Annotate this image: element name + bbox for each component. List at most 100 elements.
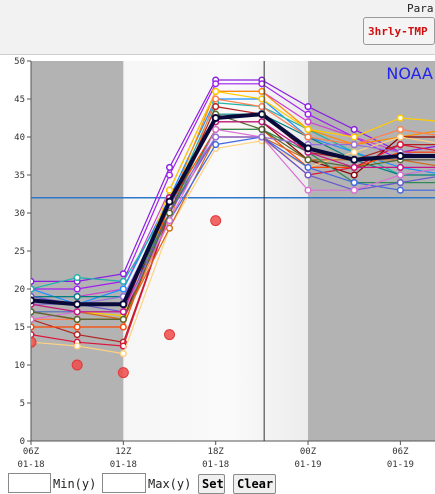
- member-point: [350, 148, 358, 156]
- x-tick-date-label: 01-19: [387, 460, 414, 470]
- member-point: [304, 156, 312, 164]
- member-point: [212, 80, 220, 88]
- observed-point: [164, 329, 176, 341]
- observed-point: [117, 367, 129, 379]
- member-point: [119, 315, 127, 323]
- member-point: [73, 308, 81, 316]
- x-tick-label: 06Z: [23, 447, 40, 457]
- member-point: [73, 331, 81, 339]
- max-y-label: Max(y): [148, 477, 192, 491]
- y-tick-label: 50: [14, 57, 25, 67]
- member-point: [119, 277, 127, 285]
- mean-point: [257, 110, 266, 119]
- member-point: [119, 285, 127, 293]
- member-point: [304, 118, 312, 126]
- member-point: [73, 293, 81, 301]
- member-point: [212, 103, 220, 111]
- member-point: [165, 163, 174, 171]
- member-point: [212, 133, 220, 141]
- member-point: [165, 224, 174, 232]
- axis-controls: Min(y) Max(y) Set Clear: [0, 472, 435, 494]
- member-point: [350, 179, 358, 187]
- member-point: [396, 114, 404, 122]
- member-line: [31, 136, 435, 305]
- series-group: [31, 76, 435, 379]
- member-point: [396, 141, 404, 149]
- member-point: [396, 133, 404, 141]
- y-tick-label: 40: [14, 133, 25, 143]
- member-point: [212, 125, 220, 133]
- x-tick-label: 18Z: [208, 447, 225, 457]
- mean-point: [165, 197, 174, 206]
- member-point: [212, 87, 220, 95]
- mean-point: [31, 296, 35, 305]
- member-point: [304, 133, 312, 141]
- member-point: [350, 125, 358, 133]
- param-select-button[interactable]: 3hrly-TMP: [363, 17, 435, 45]
- watermark-label: NOAA: [386, 64, 433, 83]
- member-point: [31, 285, 35, 293]
- x-tick-date-label: 01-18: [17, 460, 44, 470]
- max-y-input[interactable]: [102, 473, 146, 493]
- member-point: [396, 179, 404, 187]
- y-tick-label: 10: [14, 361, 25, 371]
- member-point: [304, 110, 312, 118]
- param-label: Para: [407, 2, 434, 15]
- member-point: [119, 323, 127, 331]
- mean-point: [350, 155, 359, 164]
- x-tick-label: 06Z: [392, 447, 409, 457]
- y-tick-label: 15: [14, 323, 25, 333]
- mean-point: [211, 114, 220, 122]
- mean-point: [119, 300, 128, 309]
- member-point: [396, 163, 404, 171]
- mean-point: [73, 300, 82, 309]
- member-point: [304, 125, 312, 133]
- min-y-input[interactable]: [8, 473, 51, 493]
- x-tick-label: 12Z: [115, 447, 132, 457]
- member-line: [31, 105, 435, 343]
- member-point: [31, 308, 35, 316]
- member-point: [304, 103, 312, 111]
- x-tick-date-label: 01-19: [294, 460, 321, 470]
- member-point: [304, 186, 312, 194]
- member-point: [31, 315, 35, 323]
- member-point: [350, 186, 358, 194]
- observed-point: [71, 359, 83, 371]
- member-point: [165, 209, 174, 217]
- member-point: [165, 171, 174, 179]
- observed-point: [210, 215, 222, 227]
- member-point: [119, 350, 127, 358]
- member-point: [73, 315, 81, 323]
- member-point: [31, 331, 35, 339]
- night-shade: [308, 61, 435, 441]
- member-point: [396, 171, 404, 179]
- mean-line: [31, 112, 435, 307]
- member-point: [31, 277, 35, 285]
- night-shade: [31, 61, 124, 441]
- member-point: [350, 171, 358, 179]
- set-button[interactable]: Set: [198, 474, 225, 494]
- y-tick-label: 5: [20, 399, 25, 409]
- member-line: [31, 90, 435, 317]
- member-line: [31, 136, 435, 355]
- y-tick-label: 35: [14, 171, 25, 181]
- member-line: [31, 121, 435, 313]
- x-tick-date-label: 01-18: [110, 460, 137, 470]
- y-tick-label: 20: [14, 285, 25, 295]
- y-tick-label: 0: [20, 437, 25, 447]
- clear-button[interactable]: Clear: [233, 474, 276, 494]
- member-point: [396, 186, 404, 194]
- x-tick-date-label: 01-18: [202, 460, 229, 470]
- member-point: [31, 323, 35, 331]
- ensemble-chart: 0 5 10 15 20 25 30 35 40 45 50 06Z 01-18 12Z 01-18 18Z 0…: [14, 57, 435, 470]
- y-tick-label: 25: [14, 247, 25, 257]
- member-point: [165, 186, 174, 194]
- observed-point: [31, 336, 37, 348]
- member-point: [73, 285, 81, 293]
- y-tick-label: 30: [14, 209, 25, 219]
- member-point: [304, 163, 312, 171]
- member-point: [212, 95, 220, 103]
- member-point: [350, 133, 358, 141]
- member-point: [350, 163, 358, 171]
- top-toolbar: Para 3hrly-TMP: [0, 0, 435, 55]
